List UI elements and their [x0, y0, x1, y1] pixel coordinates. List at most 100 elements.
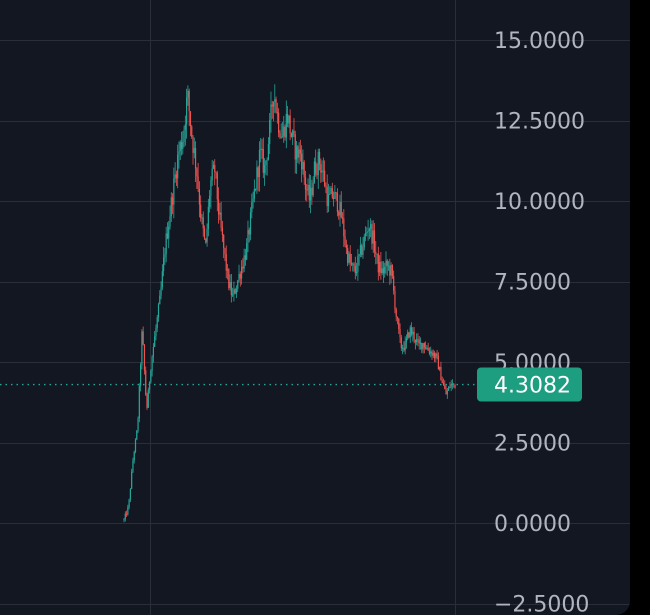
- y-tick-label-6: 0.0000: [494, 512, 571, 537]
- candle: [417, 333, 419, 347]
- candle: [308, 174, 310, 208]
- candle-body: [444, 385, 446, 389]
- candle-body: [165, 233, 167, 255]
- candle-body: [450, 384, 452, 388]
- candle-body: [408, 332, 410, 338]
- candle: [394, 285, 396, 314]
- candle: [344, 229, 346, 248]
- candle-body: [363, 236, 365, 248]
- candle-body: [201, 217, 203, 219]
- candle: [183, 125, 185, 148]
- candle-body: [258, 149, 261, 178]
- candle: [151, 355, 153, 377]
- candle-body: [348, 253, 350, 263]
- candle-body: [239, 273, 241, 279]
- candle: [214, 159, 216, 186]
- candle-body: [402, 347, 404, 349]
- candle: [311, 179, 313, 205]
- candle: [334, 185, 336, 199]
- candle-body: [442, 382, 445, 386]
- candle: [419, 337, 422, 350]
- candle: [304, 170, 307, 201]
- candle: [187, 85, 189, 106]
- candle: [257, 165, 259, 192]
- candle: [260, 137, 262, 163]
- candle: [361, 243, 363, 258]
- candle: [163, 246, 165, 277]
- candle: [170, 192, 172, 222]
- candle: [132, 457, 134, 474]
- candle: [353, 262, 355, 272]
- candle-body: [321, 170, 323, 173]
- candle: [165, 226, 167, 263]
- y-tick-label-5: 2.5000: [494, 432, 571, 457]
- candle-body: [267, 144, 270, 160]
- candle: [367, 219, 369, 241]
- candle: [246, 238, 248, 261]
- candle: [295, 141, 298, 174]
- candle-body: [166, 233, 169, 239]
- candle: [217, 187, 220, 224]
- candle-body: [428, 350, 431, 354]
- candle: [345, 239, 347, 255]
- candle: [251, 193, 253, 219]
- candle-body: [238, 273, 240, 281]
- candle-body: [413, 331, 415, 340]
- candle-body: [436, 353, 438, 356]
- candle: [146, 392, 148, 410]
- candle-body: [164, 254, 166, 258]
- candle: [184, 115, 186, 146]
- candle: [330, 185, 332, 194]
- candle: [421, 342, 423, 353]
- candle-body: [206, 229, 208, 243]
- price-chart[interactable]: 15.000012.500010.00007.50005.00002.50000…: [0, 0, 630, 615]
- candle: [408, 331, 410, 339]
- candle: [427, 342, 429, 351]
- candle-body: [263, 165, 266, 173]
- candle-body: [306, 189, 308, 191]
- candle: [391, 264, 393, 279]
- candle-body: [432, 352, 434, 356]
- candle-body: [252, 198, 254, 203]
- candle: [347, 244, 349, 267]
- candle-body: [170, 197, 172, 217]
- candle-body: [276, 112, 278, 114]
- candle-body: [325, 185, 327, 188]
- candle-body: [220, 212, 222, 228]
- candle-body: [281, 136, 284, 138]
- candle: [263, 158, 266, 186]
- candle-body: [274, 99, 276, 102]
- candle-body: [198, 188, 201, 205]
- candle: [362, 237, 364, 259]
- candle-body: [132, 460, 134, 472]
- candle-body: [286, 113, 289, 124]
- candle-body: [246, 242, 248, 260]
- candle-body: [189, 111, 192, 127]
- candle: [157, 302, 160, 322]
- candle-body: [313, 161, 316, 183]
- candle: [191, 124, 193, 140]
- candle: [216, 170, 218, 212]
- candle-body: [271, 104, 273, 107]
- candle-body: [159, 295, 161, 305]
- candle-body: [154, 336, 156, 347]
- candle: [244, 248, 247, 266]
- candle-body: [124, 513, 126, 520]
- candle-body: [341, 217, 344, 219]
- candle-body: [215, 171, 217, 174]
- price-axis[interactable]: 15.000012.500010.00007.50005.00002.50000…: [494, 29, 589, 615]
- candle-body: [317, 151, 319, 175]
- candle: [317, 148, 319, 189]
- candle-body: [326, 187, 328, 207]
- candle: [301, 145, 303, 183]
- candle-body: [233, 289, 235, 295]
- candle: [439, 366, 441, 372]
- candle-body: [285, 113, 287, 138]
- candle: [128, 498, 130, 510]
- candle: [169, 205, 171, 230]
- candle-body: [426, 347, 428, 349]
- candle: [248, 227, 250, 243]
- candle: [428, 347, 431, 356]
- candle: [141, 329, 143, 370]
- candle: [376, 253, 378, 264]
